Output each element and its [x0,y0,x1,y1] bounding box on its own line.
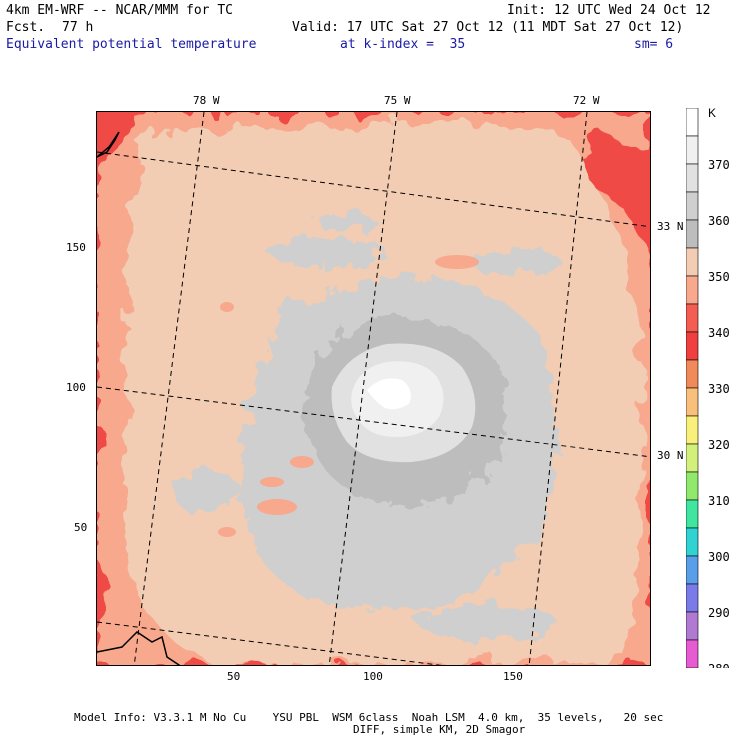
model-info: Model Info: V3.3.1 M No Cu YSU PBL WSM 6… [74,711,664,724]
colorbar-swatch [685,415,699,445]
coastline-south [97,631,181,665]
colorbar-swatch [685,275,699,305]
lat-label-33n: 33 N [657,220,684,233]
colorbar-swatch [685,135,699,165]
valid-time: Valid: 17 UTC Sat 27 Oct 12 (11 MDT Sat … [292,20,684,35]
init-time: Init: 12 UTC Wed 24 Oct 12 [507,3,711,18]
latlon-grid [97,112,650,665]
forecast-label: Fcst. [6,20,46,35]
colorbar-label: 340 [708,326,730,340]
smoothing-info: sm= 6 [634,37,674,52]
core-max [367,378,411,410]
colorbar-swatch [685,387,699,417]
x-tick-100: 100 [363,670,383,683]
map-canvas [97,112,650,665]
field-name: Equivalent potential temperature [6,37,257,52]
lon-label-72w: 72 W [573,94,600,107]
lon-label-78w: 78 W [193,94,220,107]
colorbar-label: 290 [708,606,730,620]
colorbar: K 370 360 350 340 330 320 310 300 290 280 [685,106,740,676]
colorbar-swatch [685,191,699,221]
model-info-diff: DIFF, simple KM, 2D Smagor [353,723,526,736]
forecast-hour: 77 h [62,20,94,35]
x-tick-150: 150 [503,670,523,683]
warm-streaks [218,255,479,537]
colorbar-swatch [685,107,699,137]
colorbar-swatch [685,163,699,193]
lat-label-30n: 30 N [657,449,684,462]
colorbar-swatch [685,555,699,585]
model-title: 4km EM-WRF -- NCAR/MMM for TC [6,3,233,18]
scattered-patches [172,213,562,640]
y-tick-150: 150 [66,241,86,254]
colorbar-swatch [685,471,699,501]
colorbar-label: 360 [708,214,730,228]
theta-e-map [96,111,651,666]
lon-label-75w: 75 W [384,94,411,107]
colorbar-label: 350 [708,270,730,284]
colorbar-swatch [685,219,699,249]
colorbar-label: 310 [708,494,730,508]
colorbar-swatch [685,499,699,529]
colorbar-label: 280 [708,662,730,668]
colorbar-swatch [685,303,699,333]
colorbar-swatch [685,359,699,389]
coastline-north [97,131,120,158]
colorbar-swatch [685,527,699,557]
colorbar-label: 320 [708,438,730,452]
colorbar-swatch [685,611,699,641]
colorbar-swatch [685,639,699,669]
colorbar-swatch [685,443,699,473]
colorbar-swatch [685,247,699,277]
y-tick-100: 100 [66,381,86,394]
colorbar-swatch [685,583,699,613]
colorbar-unit: K [708,108,716,120]
colorbar-label: 370 [708,158,730,172]
colorbar-svg: K 370 360 350 340 330 320 310 300 290 280 [685,106,730,676]
level-info: at k-index = 35 [340,37,466,52]
colorbar-swatch [685,331,699,361]
x-tick-50: 50 [227,670,241,683]
colorbar-label: 300 [708,550,730,564]
colorbar-label: 330 [708,382,730,396]
y-tick-50: 50 [74,521,88,534]
